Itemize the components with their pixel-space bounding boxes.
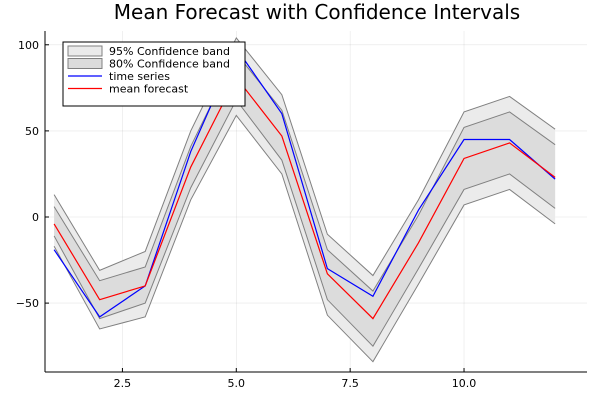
band-lower-line-1 bbox=[53, 98, 556, 347]
series-line-1 bbox=[53, 76, 556, 320]
x-tick-label-1: 5.0 bbox=[228, 377, 246, 390]
y-tick-label-3: 100 bbox=[18, 39, 39, 52]
band-upper-line-0 bbox=[53, 36, 556, 277]
x-tick-label-0: 2.5 bbox=[114, 377, 132, 390]
y-tick-label-2: 50 bbox=[25, 125, 39, 138]
legend-swatch-1 bbox=[67, 58, 103, 69]
series-line-0 bbox=[53, 47, 556, 318]
band-fill-1 bbox=[54, 53, 556, 347]
band-upper-line-1 bbox=[53, 52, 556, 292]
legend-label-0: 95% Confidence band bbox=[109, 45, 230, 58]
x-tick-label-2: 7.5 bbox=[341, 377, 359, 390]
legend-label-1: 80% Confidence band bbox=[109, 58, 230, 71]
x-tick-label-3: 10.0 bbox=[452, 377, 477, 390]
y-tick-label-0: −50 bbox=[16, 297, 39, 310]
series-layer bbox=[53, 47, 556, 320]
chart-title: Mean Forecast with Confidence Intervals bbox=[114, 0, 520, 24]
band-lower-line-0 bbox=[53, 114, 556, 363]
band-layer bbox=[53, 36, 556, 363]
legend-swatch-0 bbox=[67, 45, 103, 57]
y-tick-label-1: 0 bbox=[32, 211, 39, 224]
axis-layer: 2.5 5.0 7.5 10.0 −50 0 50 100 bbox=[16, 31, 587, 390]
legend-label-2: time series bbox=[109, 70, 170, 83]
legend-label-3: mean forecast bbox=[109, 83, 189, 96]
